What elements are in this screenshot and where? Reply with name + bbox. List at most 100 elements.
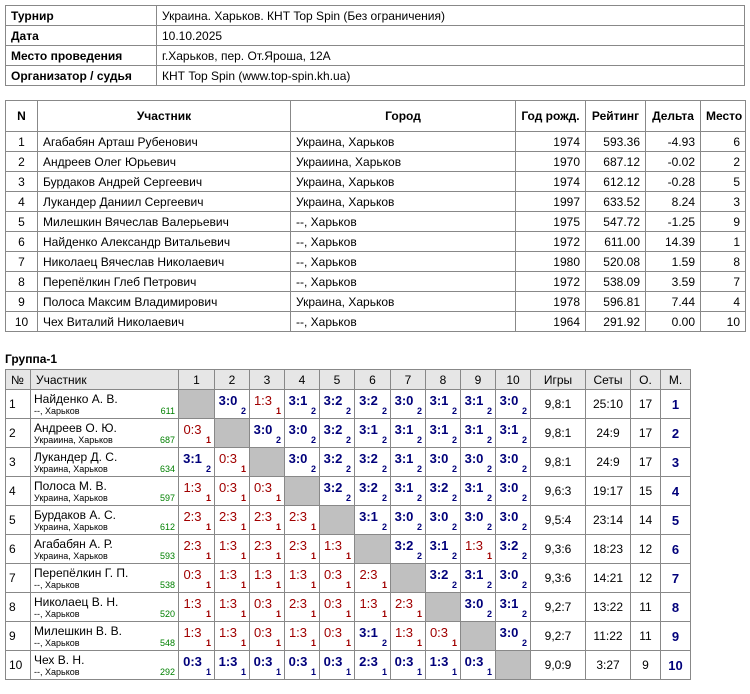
- score: 3:0: [253, 421, 273, 437]
- score: 3:2: [429, 566, 449, 582]
- match-points: 2: [486, 609, 492, 619]
- score: 1:3: [359, 595, 378, 611]
- points: 9: [630, 650, 661, 680]
- score: 3:2: [359, 392, 378, 408]
- match-points: 2: [381, 464, 387, 474]
- score: 0:3: [323, 566, 343, 582]
- player-rating: 597: [159, 492, 175, 503]
- match-points: 2: [416, 522, 422, 532]
- score: 0:3: [253, 595, 273, 611]
- score-cell: 3:0 2: [249, 418, 285, 448]
- match-points: 1: [275, 493, 281, 503]
- cell: 6: [700, 131, 746, 152]
- self-cell: [425, 592, 461, 622]
- cell: 1978: [515, 291, 586, 312]
- player-city: --, Харьков: [34, 405, 80, 416]
- score-cell: 1:3 1: [284, 621, 320, 651]
- match-points: 2: [381, 435, 387, 445]
- score: 3:0: [499, 392, 519, 408]
- player-city: Украиина, Харьков: [34, 434, 113, 445]
- score: 3:2: [359, 450, 378, 466]
- score: 1:3: [183, 624, 202, 640]
- header-cell: М.: [660, 369, 691, 390]
- score-cell: 0:3 1: [178, 418, 215, 448]
- sets: 3:27: [585, 650, 631, 680]
- score-cell: 0:3 1: [319, 650, 355, 680]
- cell: 8: [700, 251, 746, 272]
- points: 11: [630, 621, 661, 651]
- score-cell: 3:2 2: [390, 534, 426, 564]
- sets: 14:21: [585, 563, 631, 593]
- player-city-line: --, Харьков 611: [34, 406, 175, 416]
- player-rating: 292: [159, 666, 175, 677]
- group-row: 4 Полоса М. В. Украина, Харьков 597 1:3 1 0:3 1…: [5, 476, 691, 506]
- score-cell: 0:3 1: [178, 563, 215, 593]
- group-row: 1 Найденко А. В. --, Харьков 611 3:0 2 1:3 1 3:1…: [5, 389, 691, 419]
- cell: 611.00: [585, 231, 646, 252]
- cell: 3: [700, 191, 746, 212]
- match-points: 1: [275, 667, 281, 677]
- score-cell: 3:2 2: [354, 389, 391, 419]
- match-points: 1: [416, 609, 422, 619]
- match-points: 1: [275, 580, 281, 590]
- self-cell: [354, 534, 391, 564]
- cell: 1974: [515, 171, 586, 192]
- header-cell: 6: [354, 369, 391, 390]
- cell: 2: [5, 151, 38, 172]
- cell: 1: [700, 231, 746, 252]
- match-points: 2: [521, 464, 527, 474]
- cell: 612.12: [585, 171, 646, 192]
- score-cell: 3:2 2: [425, 476, 461, 506]
- match-points: 2: [275, 435, 281, 445]
- games: 9,8:1: [530, 447, 586, 477]
- points: 17: [630, 389, 661, 419]
- score: 2:3: [288, 537, 308, 553]
- games: 9,3:6: [530, 563, 586, 593]
- score: 3:1: [429, 421, 449, 437]
- score: 3:1: [183, 450, 202, 466]
- sets: 23:14: [585, 505, 631, 535]
- match-points: 2: [310, 406, 316, 416]
- score-cell: 3:2 2: [319, 389, 355, 419]
- sets: 13:22: [585, 592, 631, 622]
- score: 3:1: [359, 624, 378, 640]
- cell: 0.00: [645, 311, 701, 332]
- cell: 1.59: [645, 251, 701, 272]
- match-points: 2: [521, 580, 527, 590]
- score-cell: 3:1 2: [425, 389, 461, 419]
- games: 9,8:1: [530, 418, 586, 448]
- player-name: Андреев О. Ю.: [34, 420, 117, 435]
- score: 0:3: [218, 479, 238, 495]
- cell: --, Харьков: [290, 251, 516, 272]
- score: 3:0: [464, 508, 484, 524]
- match-points: 2: [381, 406, 387, 416]
- cell: 1: [5, 131, 38, 152]
- score-cell: 3:1 2: [460, 418, 496, 448]
- row-number: 7: [5, 563, 31, 593]
- score: 3:2: [323, 450, 343, 466]
- header-cell: Участник: [37, 100, 291, 132]
- score: 3:0: [499, 479, 519, 495]
- info-key: Дата: [5, 25, 157, 46]
- score: 3:0: [288, 421, 308, 437]
- self-cell: [284, 476, 320, 506]
- self-cell: [178, 389, 215, 419]
- match-points: 2: [451, 551, 457, 561]
- group-row: 2 Андреев О. Ю. Украиина, Харьков 687 0:3 1 3:…: [5, 418, 691, 448]
- cell: --, Харьков: [290, 211, 516, 232]
- score: 0:3: [183, 653, 202, 669]
- score-cell: 3:1 2: [460, 389, 496, 419]
- info-table: Турнир Украина. Харьков. КНТ Top Spin (Бе…: [5, 5, 745, 86]
- player-cell: Андреев О. Ю. Украиина, Харьков 687: [30, 418, 179, 448]
- score: 3:0: [394, 508, 414, 524]
- cell: 1972: [515, 271, 586, 292]
- score: 3:1: [394, 450, 414, 466]
- sets: 19:17: [585, 476, 631, 506]
- score: 0:3: [183, 566, 202, 582]
- match-points: 1: [310, 551, 316, 561]
- cell: Перепёлкин Глеб Петрович: [37, 271, 291, 292]
- group-row: 7 Перепёлкин Г. П. --, Харьков 538 0:3 1 1:3 1 1…: [5, 563, 691, 593]
- match-points: 2: [521, 609, 527, 619]
- score: 0:3: [218, 450, 238, 466]
- score-cell: 3:1 2: [390, 447, 426, 477]
